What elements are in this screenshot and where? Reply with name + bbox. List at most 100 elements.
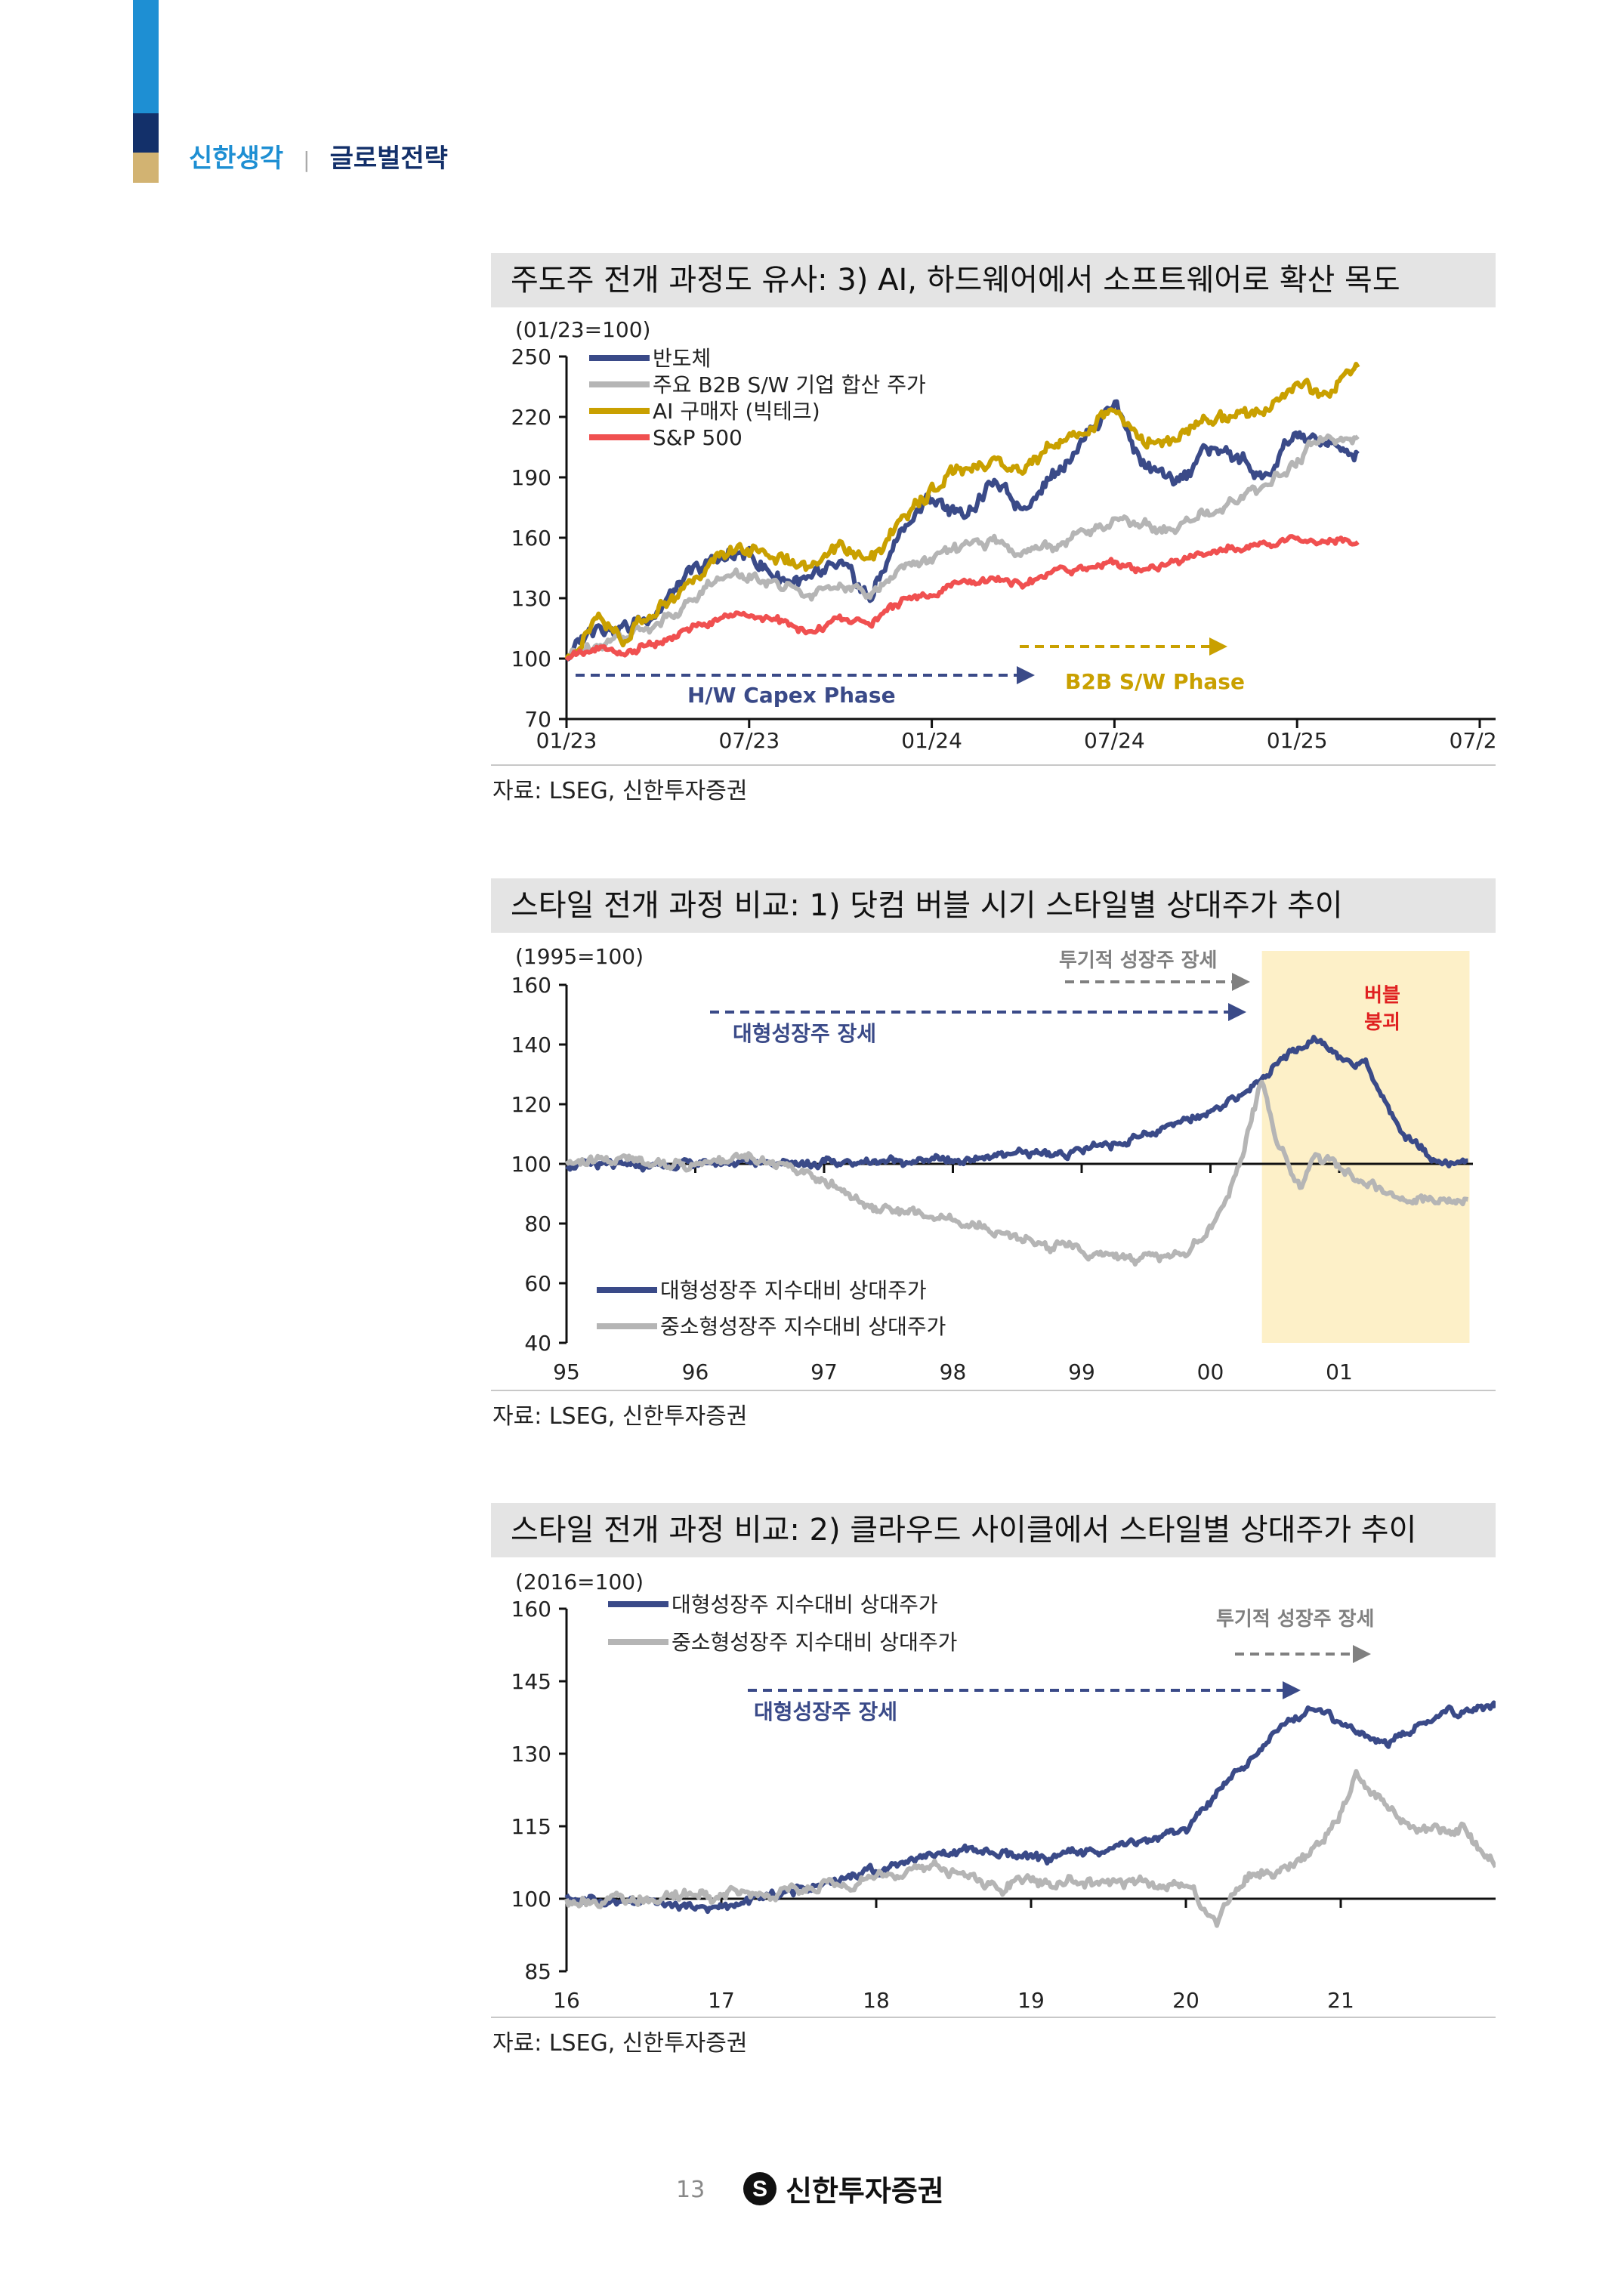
page-number: 13 <box>676 2177 705 2203</box>
chart3-legend-label-1: 대형성장주 지수대비 상대주가 <box>672 1592 938 1617</box>
chart3-legend-label-2: 중소형성장주 지수대비 상대주가 <box>672 1630 957 1655</box>
chart2-x-tick-label: 95 <box>553 1359 580 1384</box>
footer-logo: S 신한투자증권 <box>742 2168 944 2209</box>
chart2-annotation-text-1: 대형성장주 장세 <box>733 1021 876 1046</box>
chart1-title: 주도주 전개 과정도 유사: 3) AI, 하드웨어에서 소프트웨어로 확산 목… <box>491 253 1496 307</box>
chart1-y-tick-label: 220 <box>511 405 551 430</box>
chart2-x-tick-label: 99 <box>1068 1359 1095 1384</box>
chart3-y-tick-label: 100 <box>511 1887 551 1912</box>
page-header: 신한생각 | 글로벌전략 <box>189 137 448 174</box>
company-logo-icon: S <box>743 2171 776 2205</box>
chart1-series-line-2 <box>566 433 1360 661</box>
chart3-x-tick-label: 20 <box>1172 1988 1199 2013</box>
chart3-x-tick-label: 16 <box>553 1988 580 2013</box>
chart2-divider <box>491 1390 1496 1391</box>
chart2-x-tick-label: 01 <box>1326 1359 1353 1384</box>
chart2-series-line-2 <box>564 1079 1469 1267</box>
chart3-divider <box>491 2017 1496 2018</box>
chart2-annotation-arrowhead-1 <box>1228 1003 1246 1021</box>
chart2-y-tick-label: 80 <box>524 1211 551 1236</box>
chart3-series-line-1 <box>564 1700 1496 1915</box>
chart1-series-line-3 <box>564 362 1360 660</box>
chart1-series-line-4 <box>564 534 1360 662</box>
chart2-x-tick-label: 96 <box>682 1359 709 1384</box>
header-brand: 신한생각 <box>189 144 284 174</box>
chart3-annotation-arrowhead-1 <box>1283 1681 1301 1699</box>
chart1-annotation-arrowhead-1 <box>1017 666 1035 684</box>
chart1-annotation-text-2: B2B S/W Phase <box>1065 669 1245 694</box>
chart1-x-tick-label: 07/23 <box>718 728 780 753</box>
chart3-y-tick-label: 115 <box>511 1814 551 1839</box>
chart3-y-tick-label: 85 <box>524 1959 551 1984</box>
chart3-x-tick-label: 18 <box>863 1988 890 2013</box>
chart2-y-tick-label: 160 <box>511 973 551 998</box>
chart2-y-tick-label: 100 <box>511 1152 551 1177</box>
chart2-x-tick-label: 97 <box>810 1359 838 1384</box>
chart3-source: 자료: LSEG, 신한투자증권 <box>492 2030 748 2057</box>
chart3-y-tick-label: 160 <box>511 1597 551 1622</box>
chart2-y-tick-label: 40 <box>524 1331 551 1356</box>
chart1-y-tick-label: 130 <box>511 586 551 611</box>
chart1-x-tick-label: 01/25 <box>1267 728 1328 753</box>
chart1-legend-label-2: 주요 B2B S/W 기업 합산 주가 <box>653 372 926 397</box>
chart2-legend-label-1: 대형성장주 지수대비 상대주가 <box>660 1278 927 1303</box>
chart2-x-tick-label: 00 <box>1197 1359 1224 1384</box>
chart1-y-tick-label: 190 <box>511 465 551 490</box>
chart1-y-tick-label: 100 <box>511 647 551 671</box>
company-name: 신한투자증권 <box>786 2174 944 2208</box>
chart3-annotation-text-2: 투기적 성장주 장세 <box>1216 1608 1374 1631</box>
chart2-series-line-1 <box>565 1035 1469 1173</box>
chart3-x-tick-label: 19 <box>1017 1988 1045 2013</box>
chart1: (01/23=100) 250 220 190 160 130 100 70 01/23 07/2… <box>491 310 1496 763</box>
chart2-annotation-text-2: 투기적 성장주 장세 <box>1059 949 1217 972</box>
header-section: 글로벌전략 <box>329 144 448 174</box>
chart1-x-tick-label: 07/24 <box>1084 728 1145 753</box>
chart1-x-tick-label: 01/24 <box>901 728 962 753</box>
chart1-y-tick-label: 70 <box>524 707 551 732</box>
chart2-annotation-arrowhead-2 <box>1232 973 1250 991</box>
side-bar-cyan <box>133 0 159 113</box>
chart2-shaded-region <box>1261 951 1470 1343</box>
chart2-legend-label-2: 중소형성장주 지수대비 상대주가 <box>660 1314 946 1339</box>
chart2-source: 자료: LSEG, 신한투자증권 <box>492 1403 748 1430</box>
chart1-y-tick-label: 250 <box>511 344 551 369</box>
chart2-unit-label: (1995=100) <box>515 944 644 969</box>
chart1-divider <box>491 764 1496 766</box>
chart2-y-tick-label: 120 <box>511 1092 551 1117</box>
chart3-annotation-text-1: 대형성장주 장세 <box>754 1699 897 1724</box>
side-bar-navy <box>133 113 159 153</box>
chart2: (1995=100) 160 140 120 100 80 60 40 95 96 97 98 99 00… <box>491 937 1496 1388</box>
chart1-unit-label: (01/23=100) <box>515 317 650 342</box>
chart1-x-tick-label: 07/25 <box>1450 728 1496 753</box>
chart1-y-tick-label: 160 <box>511 526 551 551</box>
chart3-y-tick-label: 145 <box>511 1669 551 1694</box>
chart1-legend-label-3: AI 구매자 (빅테크) <box>653 399 820 424</box>
chart1-legend-label-1: 반도체 <box>653 346 711 371</box>
chart1-source: 자료: LSEG, 신한투자증권 <box>492 778 748 804</box>
chart2-y-tick-label: 60 <box>524 1271 551 1296</box>
chart1-annotation-arrowhead-2 <box>1209 637 1227 656</box>
chart3-annotation-arrowhead-2 <box>1353 1645 1371 1663</box>
chart1-x-tick-label: 01/23 <box>536 728 597 753</box>
chart3-series-line-2 <box>564 1769 1496 1928</box>
chart3-title: 스타일 전개 과정 비교: 2) 클라우드 사이클에서 스타일별 상대주가 추이 <box>491 1503 1496 1557</box>
chart1-annotation-text-1: H/W Capex Phase <box>687 683 896 708</box>
chart3-unit-label: (2016=100) <box>515 1569 644 1594</box>
side-bar-gold <box>133 153 159 183</box>
chart3-y-tick-label: 130 <box>511 1742 551 1767</box>
header-divider: | <box>303 147 310 172</box>
chart3-x-tick-label: 21 <box>1327 1988 1354 2013</box>
chart2-x-tick-label: 98 <box>940 1359 967 1384</box>
chart2-title: 스타일 전개 과정 비교: 1) 닷컴 버블 시기 스타일별 상대주가 추이 <box>491 878 1496 933</box>
chart3: (2016=100) 160 145 130 115 100 85 16 17 18 19 20 21 대… <box>491 1562 1496 2015</box>
chart3-x-tick-label: 17 <box>708 1988 735 2013</box>
chart1-legend-label-4: S&P 500 <box>653 425 743 450</box>
chart2-annotation-text-3: 붕괴 <box>1364 1011 1400 1034</box>
chart2-y-tick-label: 140 <box>511 1032 551 1057</box>
chart1-series-line-1 <box>566 399 1360 662</box>
svg-text:S: S <box>752 2177 767 2202</box>
chart2-annotation-text-3: 버블 <box>1364 984 1400 1007</box>
